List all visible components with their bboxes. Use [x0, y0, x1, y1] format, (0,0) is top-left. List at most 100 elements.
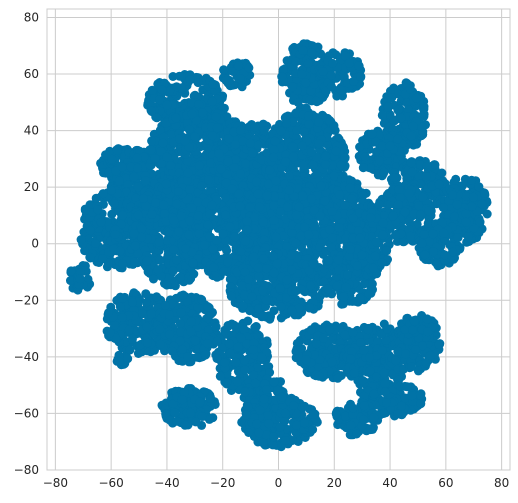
- scatter-point: [208, 79, 218, 89]
- scatter-point: [306, 147, 316, 157]
- scatter-point: [141, 176, 150, 186]
- scatter-point: [125, 345, 135, 355]
- scatter-point: [184, 230, 194, 240]
- scatter-point: [291, 57, 301, 67]
- scatter-point: [207, 131, 217, 141]
- scatter-point: [104, 308, 113, 318]
- scatter-point: [243, 402, 253, 412]
- scatter-point: [184, 124, 194, 134]
- scatter-point: [297, 69, 307, 79]
- scatter-point: [251, 322, 261, 331]
- scatter-point: [280, 408, 290, 418]
- scatter-point: [127, 334, 137, 344]
- scatter-point: [282, 118, 292, 128]
- scatter-point: [187, 203, 197, 213]
- scatter-point: [224, 339, 234, 349]
- scatter-point: [356, 72, 366, 81]
- scatter-point: [280, 436, 290, 445]
- scatter-point: [93, 205, 103, 215]
- scatter-point: [160, 209, 170, 219]
- scatter-point: [223, 157, 233, 167]
- scatter-point: [143, 338, 152, 348]
- scatter-point: [132, 153, 142, 163]
- scatter-point: [137, 232, 147, 242]
- scatter-point: [162, 100, 172, 110]
- scatter-point: [314, 139, 324, 149]
- scatter-point: [110, 230, 120, 239]
- scatter-point: [198, 108, 208, 118]
- scatter-point: [152, 113, 162, 123]
- scatter-point: [241, 236, 250, 246]
- scatter-point: [141, 289, 151, 299]
- scatter-point: [211, 322, 221, 332]
- scatter-point: [175, 336, 185, 346]
- scatter-point: [269, 152, 279, 162]
- scatter-point: [158, 138, 168, 148]
- scatter-point: [197, 295, 207, 305]
- scatter-point: [283, 202, 292, 212]
- scatter-point: [116, 219, 126, 229]
- scatter-point: [118, 259, 128, 269]
- scatter-point: [203, 339, 212, 349]
- scatter-point: [277, 72, 287, 82]
- scatter-point: [252, 419, 262, 429]
- scatter-point: [142, 322, 152, 332]
- scatter-point: [263, 411, 273, 421]
- scatter-point: [114, 176, 124, 186]
- scatter-point: [308, 409, 318, 419]
- scatter-point: [186, 327, 196, 337]
- scatter-point: [147, 106, 157, 116]
- scatter-point: [326, 82, 336, 92]
- scatter-point: [168, 266, 178, 276]
- scatter-point: [284, 185, 294, 195]
- scatter-point: [253, 140, 263, 150]
- scatter-point: [162, 280, 172, 290]
- scatter-point: [221, 76, 231, 86]
- scatter-point: [311, 96, 321, 106]
- scatter-point: [245, 203, 255, 212]
- scatter-point: [212, 353, 222, 363]
- scatter-point: [110, 320, 120, 330]
- scatter-point: [194, 100, 204, 110]
- scatter-point: [171, 113, 181, 123]
- scatter-point: [194, 160, 204, 170]
- scatter-point: [345, 58, 354, 68]
- scatter-point: [112, 146, 122, 155]
- scatter-point: [257, 353, 267, 363]
- scatter-point: [262, 191, 272, 201]
- scatter-point: [75, 274, 85, 284]
- scatter-point: [187, 109, 197, 119]
- scatter-point: [174, 71, 184, 81]
- scatter-point: [221, 328, 231, 338]
- scatter-point: [240, 387, 250, 397]
- scatter-point: [174, 227, 183, 237]
- scatter-point: [221, 193, 230, 203]
- scatter-point: [328, 58, 338, 68]
- scatter-point: [209, 263, 219, 272]
- scatter-point: [259, 394, 269, 404]
- scatter-point: [101, 150, 110, 160]
- scatter-point: [269, 201, 279, 211]
- scatter-point: [281, 157, 290, 167]
- scatter-point: [197, 412, 207, 421]
- scatter-point: [130, 241, 140, 251]
- scatter-point: [216, 164, 226, 174]
- scatter-point: [138, 193, 148, 203]
- scatter-point: [121, 352, 131, 362]
- scatter-point: [300, 418, 309, 428]
- scatter-point: [154, 237, 164, 247]
- scatter-point: [156, 271, 166, 281]
- scatter-point: [133, 210, 143, 220]
- scatter-point: [245, 138, 255, 148]
- scatter-point: [130, 257, 139, 267]
- scatter-point: [264, 419, 274, 429]
- scatter-point: [195, 397, 205, 407]
- scatter-point: [191, 417, 201, 427]
- scatter-point: [241, 410, 251, 420]
- scatter-point: [269, 215, 279, 225]
- scatter-point: [214, 149, 224, 159]
- scatter-point: [204, 414, 214, 424]
- scatter-point: [185, 75, 195, 84]
- scatter-point: [170, 408, 180, 418]
- scatter-point: [178, 290, 188, 300]
